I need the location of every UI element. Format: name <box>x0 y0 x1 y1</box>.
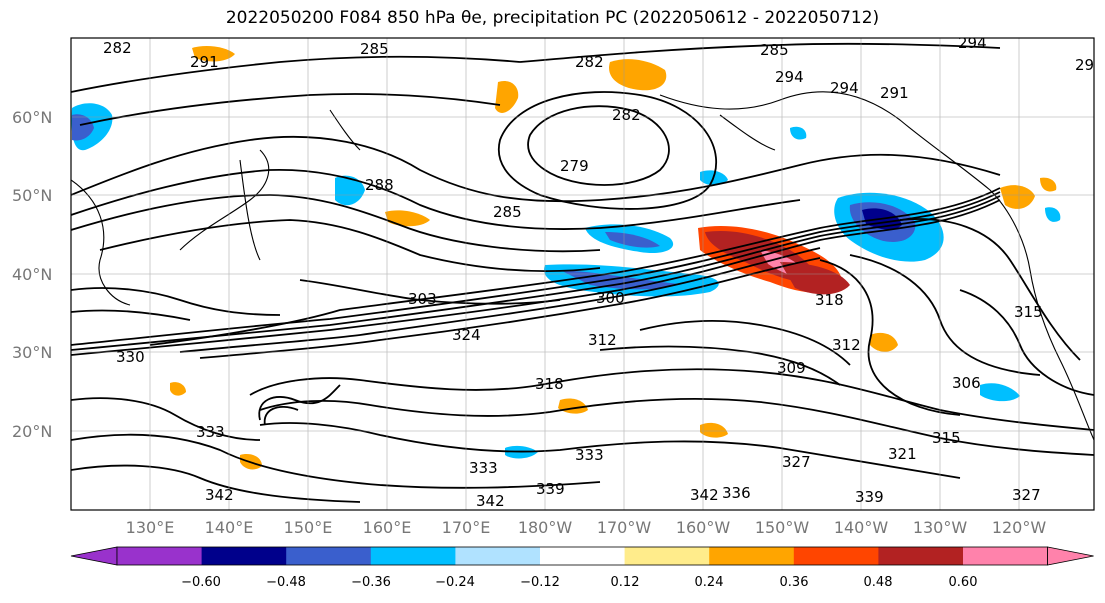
lon-label: 160°E <box>363 518 412 537</box>
colorbar-border <box>116 546 1048 566</box>
colorbar <box>70 546 1094 566</box>
lon-label: 170°E <box>442 518 491 537</box>
contour-label: 294 <box>775 68 804 86</box>
colorbar-tick-label: −0.60 <box>181 575 221 590</box>
contour-label: 312 <box>832 336 861 354</box>
contour-label: 327 <box>782 453 811 471</box>
contour-label: 309 <box>777 359 806 377</box>
contour-label: 336 <box>722 484 751 502</box>
lon-label: 120°W <box>992 518 1047 537</box>
colorbar-tick-label: 0.60 <box>949 575 978 590</box>
lon-label: 150°E <box>284 518 333 537</box>
contour-label: 342 <box>690 486 719 504</box>
map-title: 2022050200 F084 850 hPa θe, precipitatio… <box>225 8 880 28</box>
colorbar-extend-right <box>1047 546 1094 566</box>
contour-label: 300 <box>596 289 625 307</box>
lon-label: 170°W <box>597 518 652 537</box>
colorbar-segment <box>286 547 372 565</box>
lon-label: 140°E <box>205 518 254 537</box>
latitude-labels: 60°N 50°N 40°N 30°N 20°N <box>12 108 52 441</box>
colorbar-segment <box>624 547 710 565</box>
colorbar-extend-left <box>70 546 118 566</box>
colorbar-tick-label: 0.24 <box>695 575 724 590</box>
colorbar-ticks: −0.60 −0.48 −0.36 −0.24 −0.12 0.12 0.24 … <box>181 575 977 590</box>
lon-label: 160°W <box>676 518 731 537</box>
contour-label: 294 <box>958 34 987 52</box>
contour-label: 285 <box>360 40 389 58</box>
lat-label-50n: 50°N <box>12 186 52 205</box>
contour-label: 321 <box>888 445 917 463</box>
contour-label: 318 <box>815 291 844 309</box>
contour-label: 29 <box>1075 56 1094 74</box>
contour-label: 282 <box>612 106 641 124</box>
contour-label: 294 <box>830 79 859 97</box>
contour-label: 291 <box>190 53 219 71</box>
colorbar-tick-label: 0.36 <box>780 575 809 590</box>
contour-label: 342 <box>476 492 505 510</box>
colorbar-tick-label: −0.48 <box>266 575 306 590</box>
colorbar-tick-label: 0.48 <box>864 575 893 590</box>
contour-label: 285 <box>493 203 522 221</box>
colorbar-segment <box>709 547 795 565</box>
map-frame <box>70 37 1095 511</box>
contour-label: 324 <box>452 326 481 344</box>
contour-label: 339 <box>536 480 565 498</box>
longitude-labels: 130°E 140°E 150°E 160°E 170°E 180°W 170°… <box>126 518 1047 537</box>
colorbar-tick-label: −0.36 <box>351 575 391 590</box>
colorbar-segment <box>117 547 203 565</box>
coastlines <box>71 91 1094 441</box>
lon-label: 130°E <box>126 518 175 537</box>
lon-label: 150°W <box>755 518 810 537</box>
map-content: 282 291 285 282 285 294 29 294 291 294 2… <box>71 34 1094 510</box>
colorbar-segment <box>201 547 287 565</box>
contour-label: 339 <box>855 488 884 506</box>
contour-label: 330 <box>116 348 145 366</box>
contour-label: 291 <box>880 84 909 102</box>
contour-label: 312 <box>588 331 617 349</box>
contour-labels: 282 291 285 282 285 294 29 294 291 294 2… <box>103 34 1094 510</box>
colorbar-segment <box>540 547 626 565</box>
colorbar-segment <box>963 547 1049 565</box>
contour-label: 342 <box>205 486 234 504</box>
colorbar-tick-label: −0.12 <box>520 575 560 590</box>
contour-label: 303 <box>408 290 437 308</box>
contour-label: 282 <box>575 53 604 71</box>
grid-lines <box>71 38 1094 510</box>
lat-label-40n: 40°N <box>12 265 52 284</box>
lat-label-20n: 20°N <box>12 422 52 441</box>
theta-e-contours <box>71 42 1094 503</box>
contour-label: 333 <box>575 446 604 464</box>
contour-label: 327 <box>1012 486 1041 504</box>
contour-label: 279 <box>560 157 589 175</box>
contour-label: 315 <box>1014 303 1043 321</box>
colorbar-segment <box>793 547 879 565</box>
lon-label: 180°W <box>518 518 573 537</box>
colorbar-tick-label: 0.12 <box>611 575 640 590</box>
contour-label: 288 <box>365 176 394 194</box>
contour-label: 306 <box>952 374 981 392</box>
lon-label: 140°W <box>834 518 889 537</box>
lon-label: 130°W <box>913 518 968 537</box>
contour-label: 285 <box>760 41 789 59</box>
contour-label: 333 <box>196 423 225 441</box>
contour-label: 282 <box>103 39 132 57</box>
colorbar-tick-label: −0.24 <box>435 575 475 590</box>
lat-label-60n: 60°N <box>12 108 52 127</box>
contour-label: 333 <box>469 459 498 477</box>
lat-label-30n: 30°N <box>12 343 52 362</box>
colorbar-segment <box>878 547 964 565</box>
colorbar-segment <box>370 547 456 565</box>
contour-label: 318 <box>535 375 564 393</box>
colorbar-segment <box>455 547 541 565</box>
contour-label: 315 <box>932 429 961 447</box>
